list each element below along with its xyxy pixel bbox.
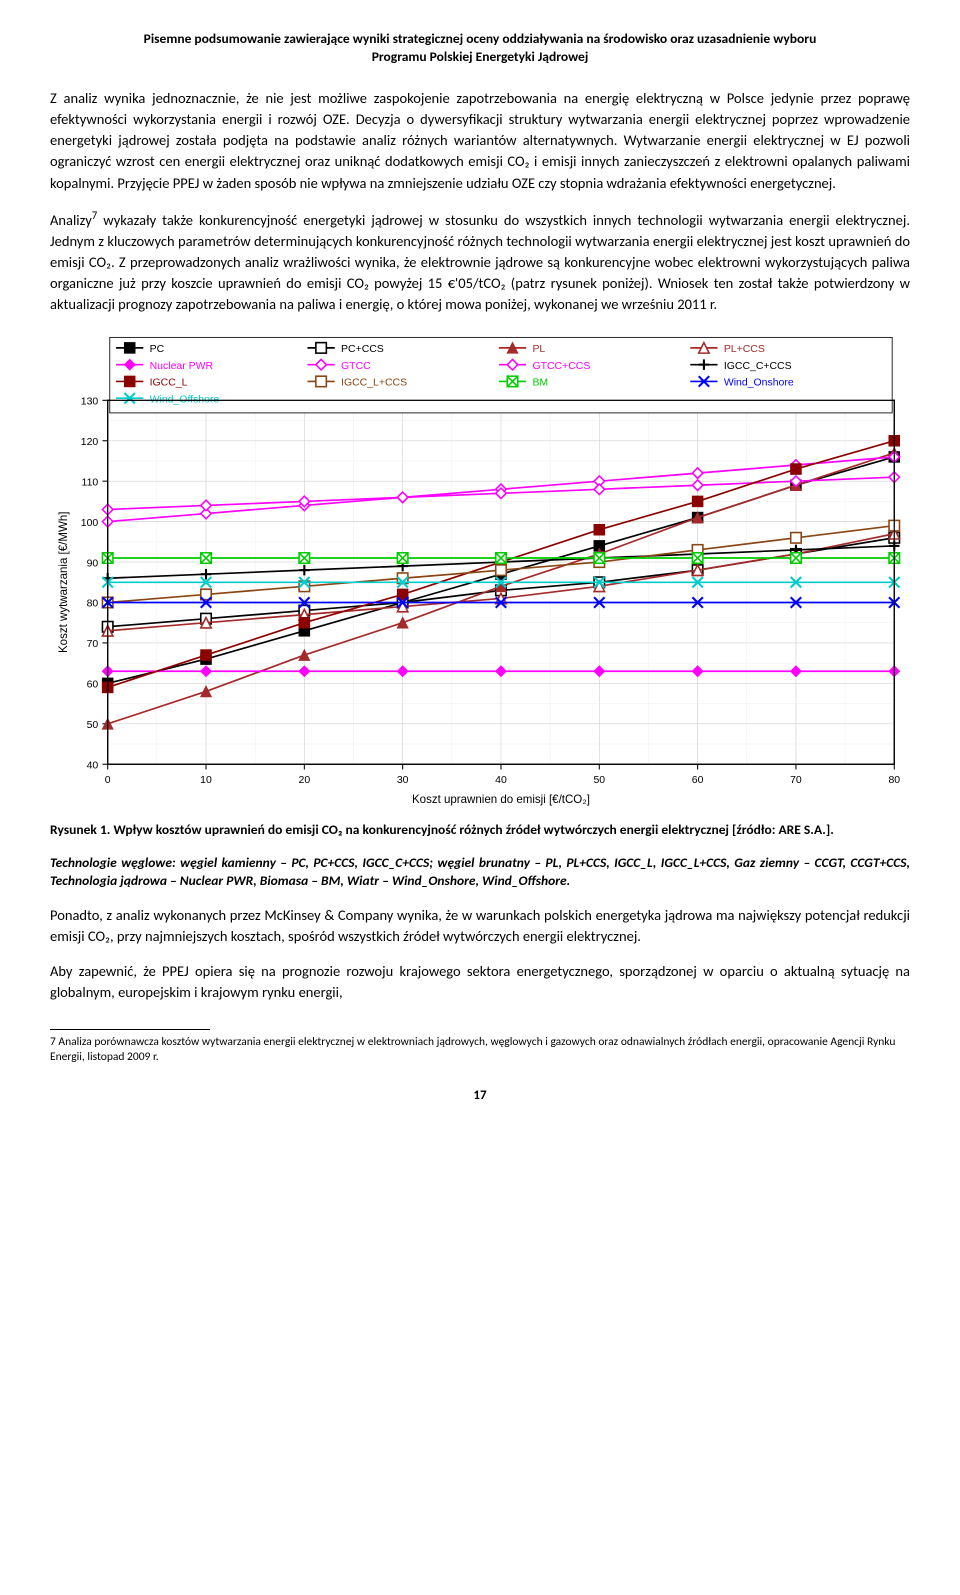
svg-text:50: 50 <box>593 775 605 786</box>
svg-text:70: 70 <box>87 639 99 650</box>
svg-text:30: 30 <box>397 775 409 786</box>
svg-text:130: 130 <box>81 396 99 407</box>
svg-text:Koszt wytwarzania [€/MWh]: Koszt wytwarzania [€/MWh] <box>58 511 70 652</box>
svg-text:60: 60 <box>692 775 704 786</box>
svg-text:BM: BM <box>532 378 548 389</box>
page-number: 17 <box>50 1087 910 1106</box>
header-line2: Programu Polskiej Energetyki Jądrowej <box>372 48 589 65</box>
header-line1: Pisemne podsumowanie zawierające wyniki … <box>144 30 817 47</box>
footnote-separator <box>50 1029 210 1030</box>
svg-text:80: 80 <box>888 775 900 786</box>
chart-container: 0 10 20 30 40 50 60 70 80 40 50 60 70 80 90 100 110 120 13… <box>50 329 910 811</box>
svg-text:100: 100 <box>81 518 99 529</box>
document-header: Pisemne podsumowanie zawierające wyniki … <box>50 30 910 66</box>
svg-text:IGCC_L: IGCC_L <box>150 378 188 389</box>
paragraph-1: Z analiz wynika jednoznacznie, że nie je… <box>50 88 910 193</box>
svg-text:50: 50 <box>87 720 99 731</box>
svg-text:GTCC+CCS: GTCC+CCS <box>532 361 590 372</box>
svg-text:80: 80 <box>87 599 99 610</box>
paragraph-4: Aby zapewnić, że PPEJ opiera się na prog… <box>50 961 910 1003</box>
cost-chart: 0 10 20 30 40 50 60 70 80 40 50 60 70 80 90 100 110 120 13… <box>50 329 910 811</box>
svg-text:70: 70 <box>790 775 802 786</box>
svg-text:110: 110 <box>82 477 99 488</box>
svg-text:0: 0 <box>105 775 111 786</box>
svg-text:20: 20 <box>299 775 311 786</box>
technology-note: Technologie węglowe: węgiel kamienny – P… <box>50 854 910 890</box>
svg-text:10: 10 <box>200 775 212 786</box>
svg-text:PC: PC <box>150 344 165 355</box>
para2-a: Analizy <box>50 211 92 229</box>
svg-text:GTCC: GTCC <box>341 361 371 372</box>
svg-text:PL: PL <box>532 344 545 355</box>
para2-b: wykazały także konkurencyjność energetyk… <box>50 211 910 313</box>
svg-text:PL+CCS: PL+CCS <box>724 344 765 355</box>
svg-text:90: 90 <box>87 558 99 569</box>
svg-text:Koszt uprawnien do emisji [€/t: Koszt uprawnien do emisji [€/tCO₂] <box>412 794 590 806</box>
svg-text:120: 120 <box>81 437 99 448</box>
paragraph-2: Analizy7 wykazały także konkurencyjność … <box>50 208 910 315</box>
svg-text:IGCC_L+CCS: IGCC_L+CCS <box>341 378 407 389</box>
svg-text:60: 60 <box>87 679 99 690</box>
paragraph-3: Ponadto, z analiz wykonanych przez McKin… <box>50 905 910 947</box>
svg-text:Wind_Onshore: Wind_Onshore <box>724 378 794 389</box>
svg-text:IGCC_C+CCS: IGCC_C+CCS <box>724 361 792 372</box>
svg-text:Nuclear PWR: Nuclear PWR <box>150 361 214 372</box>
figure-caption: Rysunek 1. Wpływ kosztów uprawnień do em… <box>50 821 910 839</box>
footnote-7: 7 Analiza porównawcza kosztów wytwarzani… <box>50 1035 910 1065</box>
svg-text:40: 40 <box>495 775 507 786</box>
svg-text:40: 40 <box>87 760 99 771</box>
svg-text:PC+CCS: PC+CCS <box>341 344 384 355</box>
